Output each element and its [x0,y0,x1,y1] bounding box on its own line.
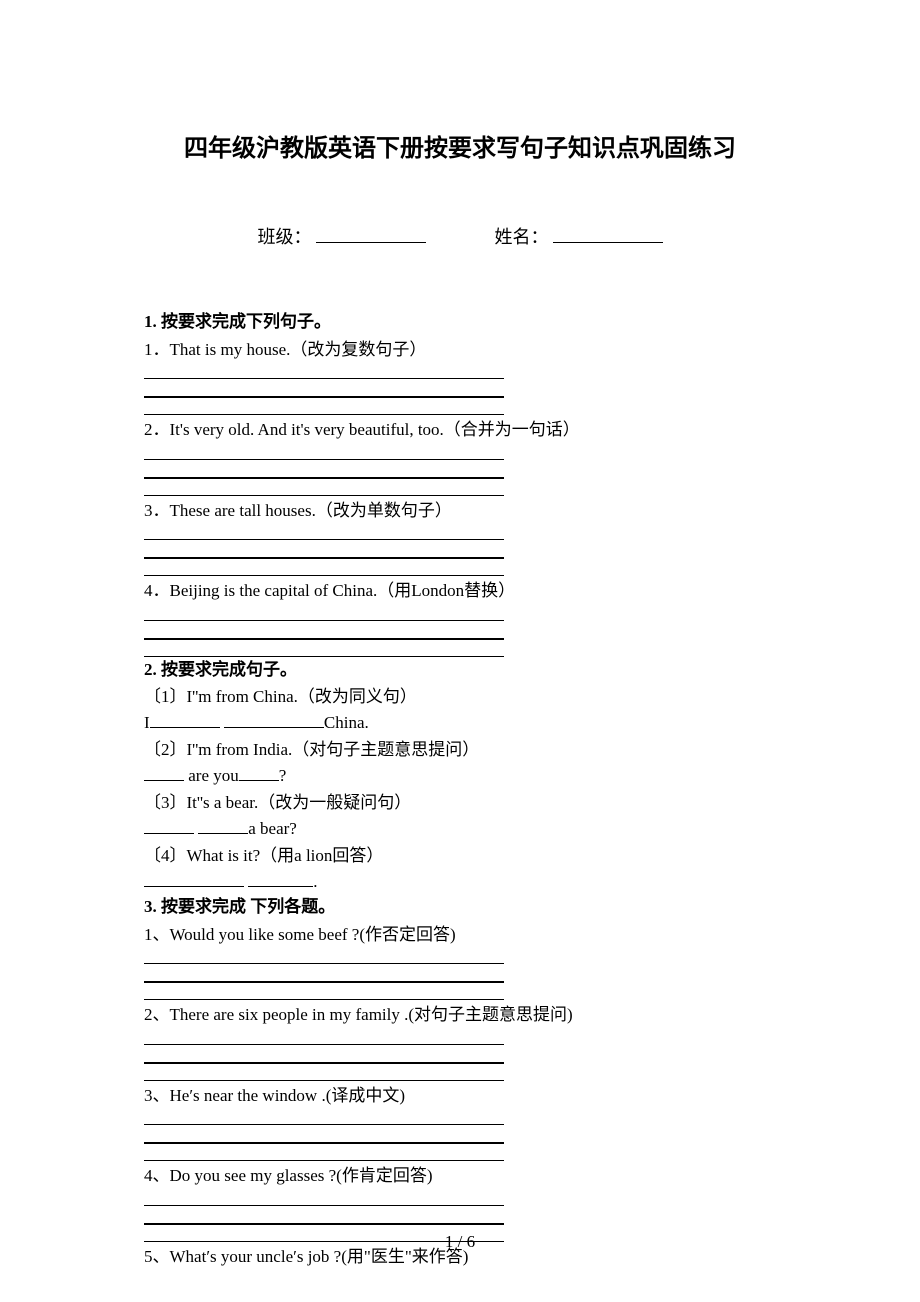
section-2-title: 2. 按要求完成句子。 [144,657,776,683]
s2-q4-answer: . [144,869,776,895]
blank [248,886,313,887]
s2-q4-suffix: . [313,872,317,891]
s2-q1: 〔1〕I''m from China.（改为同义句） [144,684,776,710]
s1-q1: 1．That is my house.（改为复数句子） [144,337,776,363]
s2-q2-part1: are you [184,766,239,785]
page-title: 四年级沪教版英语下册按要求写句子知识点巩固练习 [144,128,776,163]
s2-q1-suffix: China. [324,713,369,732]
s2-q2-answer: are you? [144,763,776,789]
s2-q2: 〔2〕I''m from India.（对句子主题意思提问） [144,737,776,763]
s1-q2: 2．It's very old. And it's very beautiful… [144,417,776,443]
name-label: 姓名： [495,227,549,247]
answer-line [144,967,504,983]
blank [239,780,279,781]
answer-line [144,1111,504,1125]
s2-q3: 〔3〕It''s a bear.（改为一般疑问句） [144,790,776,816]
answer-line [144,526,504,540]
answer-line [144,1209,504,1225]
section-3-title: 3. 按要求完成 下列各题。 [144,894,776,920]
answer-line [144,482,504,496]
s2-q3-answer: a bear? [144,816,776,842]
s1-q3: 3．These are tall houses.（改为单数句子） [144,498,776,524]
s3-q2: 2、There are six people in my family .(对句… [144,1002,776,1028]
answer-line [144,1031,504,1045]
answer-line [144,607,504,621]
answer-line [144,1067,504,1081]
s2-q1-answer: I China. [144,710,776,736]
s2-q1-prefix: I [144,713,150,732]
s1-q4: 4．Beijing is the capital of China.（用Lond… [144,578,776,604]
answer-line [144,543,504,559]
blank [150,727,220,728]
page-number: 1 / 6 [0,1232,920,1252]
blank [144,780,184,781]
section-1-title: 1. 按要求完成下列句子。 [144,309,776,335]
answer-line [144,365,504,379]
answer-line [144,562,504,576]
answer-line [144,1048,504,1064]
s3-q3: 3、He′s near the window .(译成中文) [144,1083,776,1109]
blank [198,833,248,834]
answer-line [144,382,504,398]
s3-q1: 1、Would you like some beef ?(作否定回答) [144,922,776,948]
answer-line [144,986,504,1000]
class-label: 班级： [258,227,312,247]
blank [144,833,194,834]
blank [144,886,244,887]
answer-line [144,1128,504,1144]
class-blank [316,242,426,243]
name-blank [553,242,663,243]
s2-q3-suffix: a bear? [248,819,297,838]
meta-row: 班级： 姓名： [144,223,776,249]
answer-line [144,950,504,964]
answer-line [144,446,504,460]
s3-q4: 4、Do you see my glasses ?(作肯定回答) [144,1163,776,1189]
blank [224,727,324,728]
answer-line [144,1147,504,1161]
content: 1. 按要求完成下列句子。 1．That is my house.（改为复数句子… [144,309,776,1269]
answer-line [144,401,504,415]
answer-line [144,1192,504,1206]
s2-q4: 〔4〕What is it?（用a lion回答） [144,843,776,869]
answer-line [144,643,504,657]
answer-line [144,463,504,479]
s2-q2-part2: ? [279,766,287,785]
answer-line [144,624,504,640]
